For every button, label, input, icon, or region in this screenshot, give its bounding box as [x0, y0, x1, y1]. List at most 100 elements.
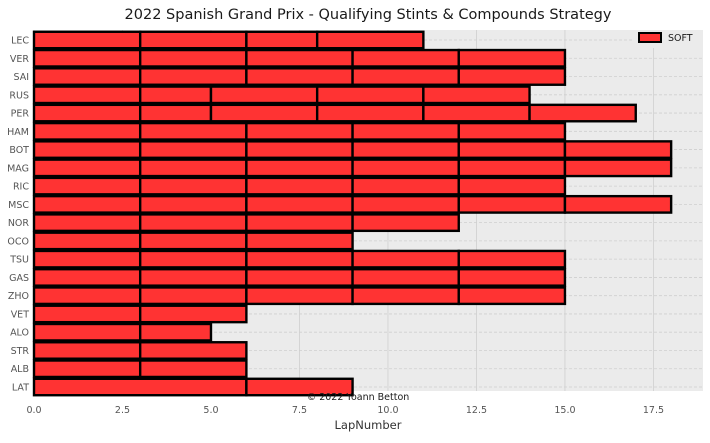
y-tick-label: RIC: [13, 182, 29, 193]
stint-bar-lec: [138, 30, 248, 50]
stint-bar-mag: [351, 158, 460, 178]
stint-bar-lec: [32, 30, 142, 50]
stint-bar-msc: [32, 194, 142, 214]
stint-bar-lec: [315, 30, 425, 50]
stint-bar-sai: [138, 67, 248, 86]
y-tick-label: VER: [10, 54, 30, 65]
stint-bar-bot: [351, 140, 460, 159]
stint-bar-gas: [32, 268, 142, 287]
stint-bar-sai: [351, 67, 460, 86]
stint-bar-nor: [138, 213, 248, 233]
stint-bar-bot: [138, 140, 248, 159]
stint-bar-rus: [32, 85, 142, 105]
stint-bar-mag: [457, 158, 567, 178]
stint-bar-ham: [32, 121, 142, 141]
legend-label-soft: SOFT: [668, 33, 693, 44]
stint-bar-ric: [457, 176, 567, 196]
stint-bar-nor: [32, 213, 142, 233]
y-tick-label: ALB: [11, 364, 29, 375]
x-tick-labels: 0.0 2.5 5.0 7.5 10.0 12.5 15.0 17.5: [26, 405, 664, 416]
chart-title: 2022 Spanish Grand Prix - Qualifying Sti…: [125, 7, 612, 23]
y-tick-label: SAI: [13, 72, 29, 83]
stint-bar-gas: [351, 268, 460, 287]
stint-bar-ham: [351, 121, 460, 141]
stint-bar-ver: [457, 48, 567, 68]
y-tick-label: HAM: [7, 127, 29, 138]
stint-bar-rus: [422, 85, 531, 105]
stint-bar-per: [138, 103, 213, 123]
stint-bar-alb: [32, 359, 142, 379]
stint-bar-ham: [457, 121, 567, 141]
y-tick-label: GAS: [9, 273, 29, 284]
stint-bar-sai: [457, 67, 567, 86]
legend: SOFT: [634, 30, 702, 48]
x-axis-label: LapNumber: [335, 418, 402, 432]
stint-bar-per: [315, 103, 425, 123]
stint-bar-zho: [245, 286, 354, 306]
stint-bar-mag: [563, 158, 673, 178]
stint-bar-lat: [32, 377, 248, 397]
stint-bar-ric: [245, 176, 354, 196]
stint-bar-tsu: [351, 249, 460, 269]
y-tick-label: MSC: [8, 200, 29, 211]
stint-bar-rus: [138, 85, 213, 105]
stint-bar-zho: [351, 286, 460, 306]
stint-bar-zho: [457, 286, 567, 306]
stint-bar-vet: [138, 304, 248, 324]
x-tick-label: 17.5: [643, 405, 664, 416]
x-tick-label: 0.0: [26, 405, 41, 416]
copyright-annotation: © 2022 Yoann Betton: [307, 392, 410, 403]
stint-bar-oco: [245, 231, 354, 251]
y-tick-label: LAT: [12, 383, 29, 394]
stint-bar-mag: [138, 158, 248, 178]
stint-bar-str: [32, 341, 142, 360]
stint-bar-bot: [457, 140, 567, 159]
stint-bar-gas: [138, 268, 248, 287]
stint-bar-per: [528, 103, 637, 123]
stint-bar-sai: [245, 67, 354, 86]
stint-bar-mag: [245, 158, 354, 178]
stint-bar-nor: [351, 213, 460, 233]
y-tick-label: RUS: [9, 90, 29, 101]
stint-bar-ric: [138, 176, 248, 196]
stint-bar-ham: [245, 121, 354, 141]
x-tick-label: 12.5: [466, 405, 487, 416]
stint-bar-msc: [138, 194, 248, 214]
stint-bar-ric: [351, 176, 460, 196]
x-tick-label: 5.0: [203, 405, 218, 416]
stint-bar-rus: [209, 85, 319, 105]
bars: [32, 30, 673, 397]
y-tick-label: TSU: [9, 255, 29, 266]
stint-bar-tsu: [245, 249, 354, 269]
stint-bar-ver: [245, 48, 354, 68]
stint-bar-sai: [32, 67, 142, 86]
stint-bar-oco: [32, 231, 142, 251]
stint-bar-zho: [138, 286, 248, 306]
stint-bar-lat: [245, 377, 354, 397]
stint-bar-oco: [138, 231, 248, 251]
stint-bar-gas: [457, 268, 567, 287]
y-tick-label: STR: [11, 346, 30, 357]
stint-bar-ham: [138, 121, 248, 141]
stint-bar-msc: [245, 194, 354, 214]
x-tick-label: 10.0: [377, 405, 398, 416]
stint-bar-mag: [32, 158, 142, 178]
y-tick-label: OCO: [7, 236, 29, 247]
stint-bar-msc: [563, 194, 673, 214]
stint-bar-rus: [315, 85, 425, 105]
stint-bar-ver: [138, 48, 248, 68]
y-tick-label: ALO: [10, 328, 29, 339]
stint-bar-alo: [32, 322, 142, 342]
stint-bar-per: [209, 103, 319, 123]
stint-bar-lec: [245, 30, 319, 50]
stint-bar-per: [422, 103, 531, 123]
stint-bar-bot: [245, 140, 354, 159]
stint-bar-nor: [245, 213, 354, 233]
stint-bar-ver: [32, 48, 142, 68]
x-tick-label: 2.5: [115, 405, 130, 416]
y-tick-label: BOT: [9, 145, 29, 156]
stint-bar-ver: [351, 48, 460, 68]
stint-bar-per: [32, 103, 142, 123]
